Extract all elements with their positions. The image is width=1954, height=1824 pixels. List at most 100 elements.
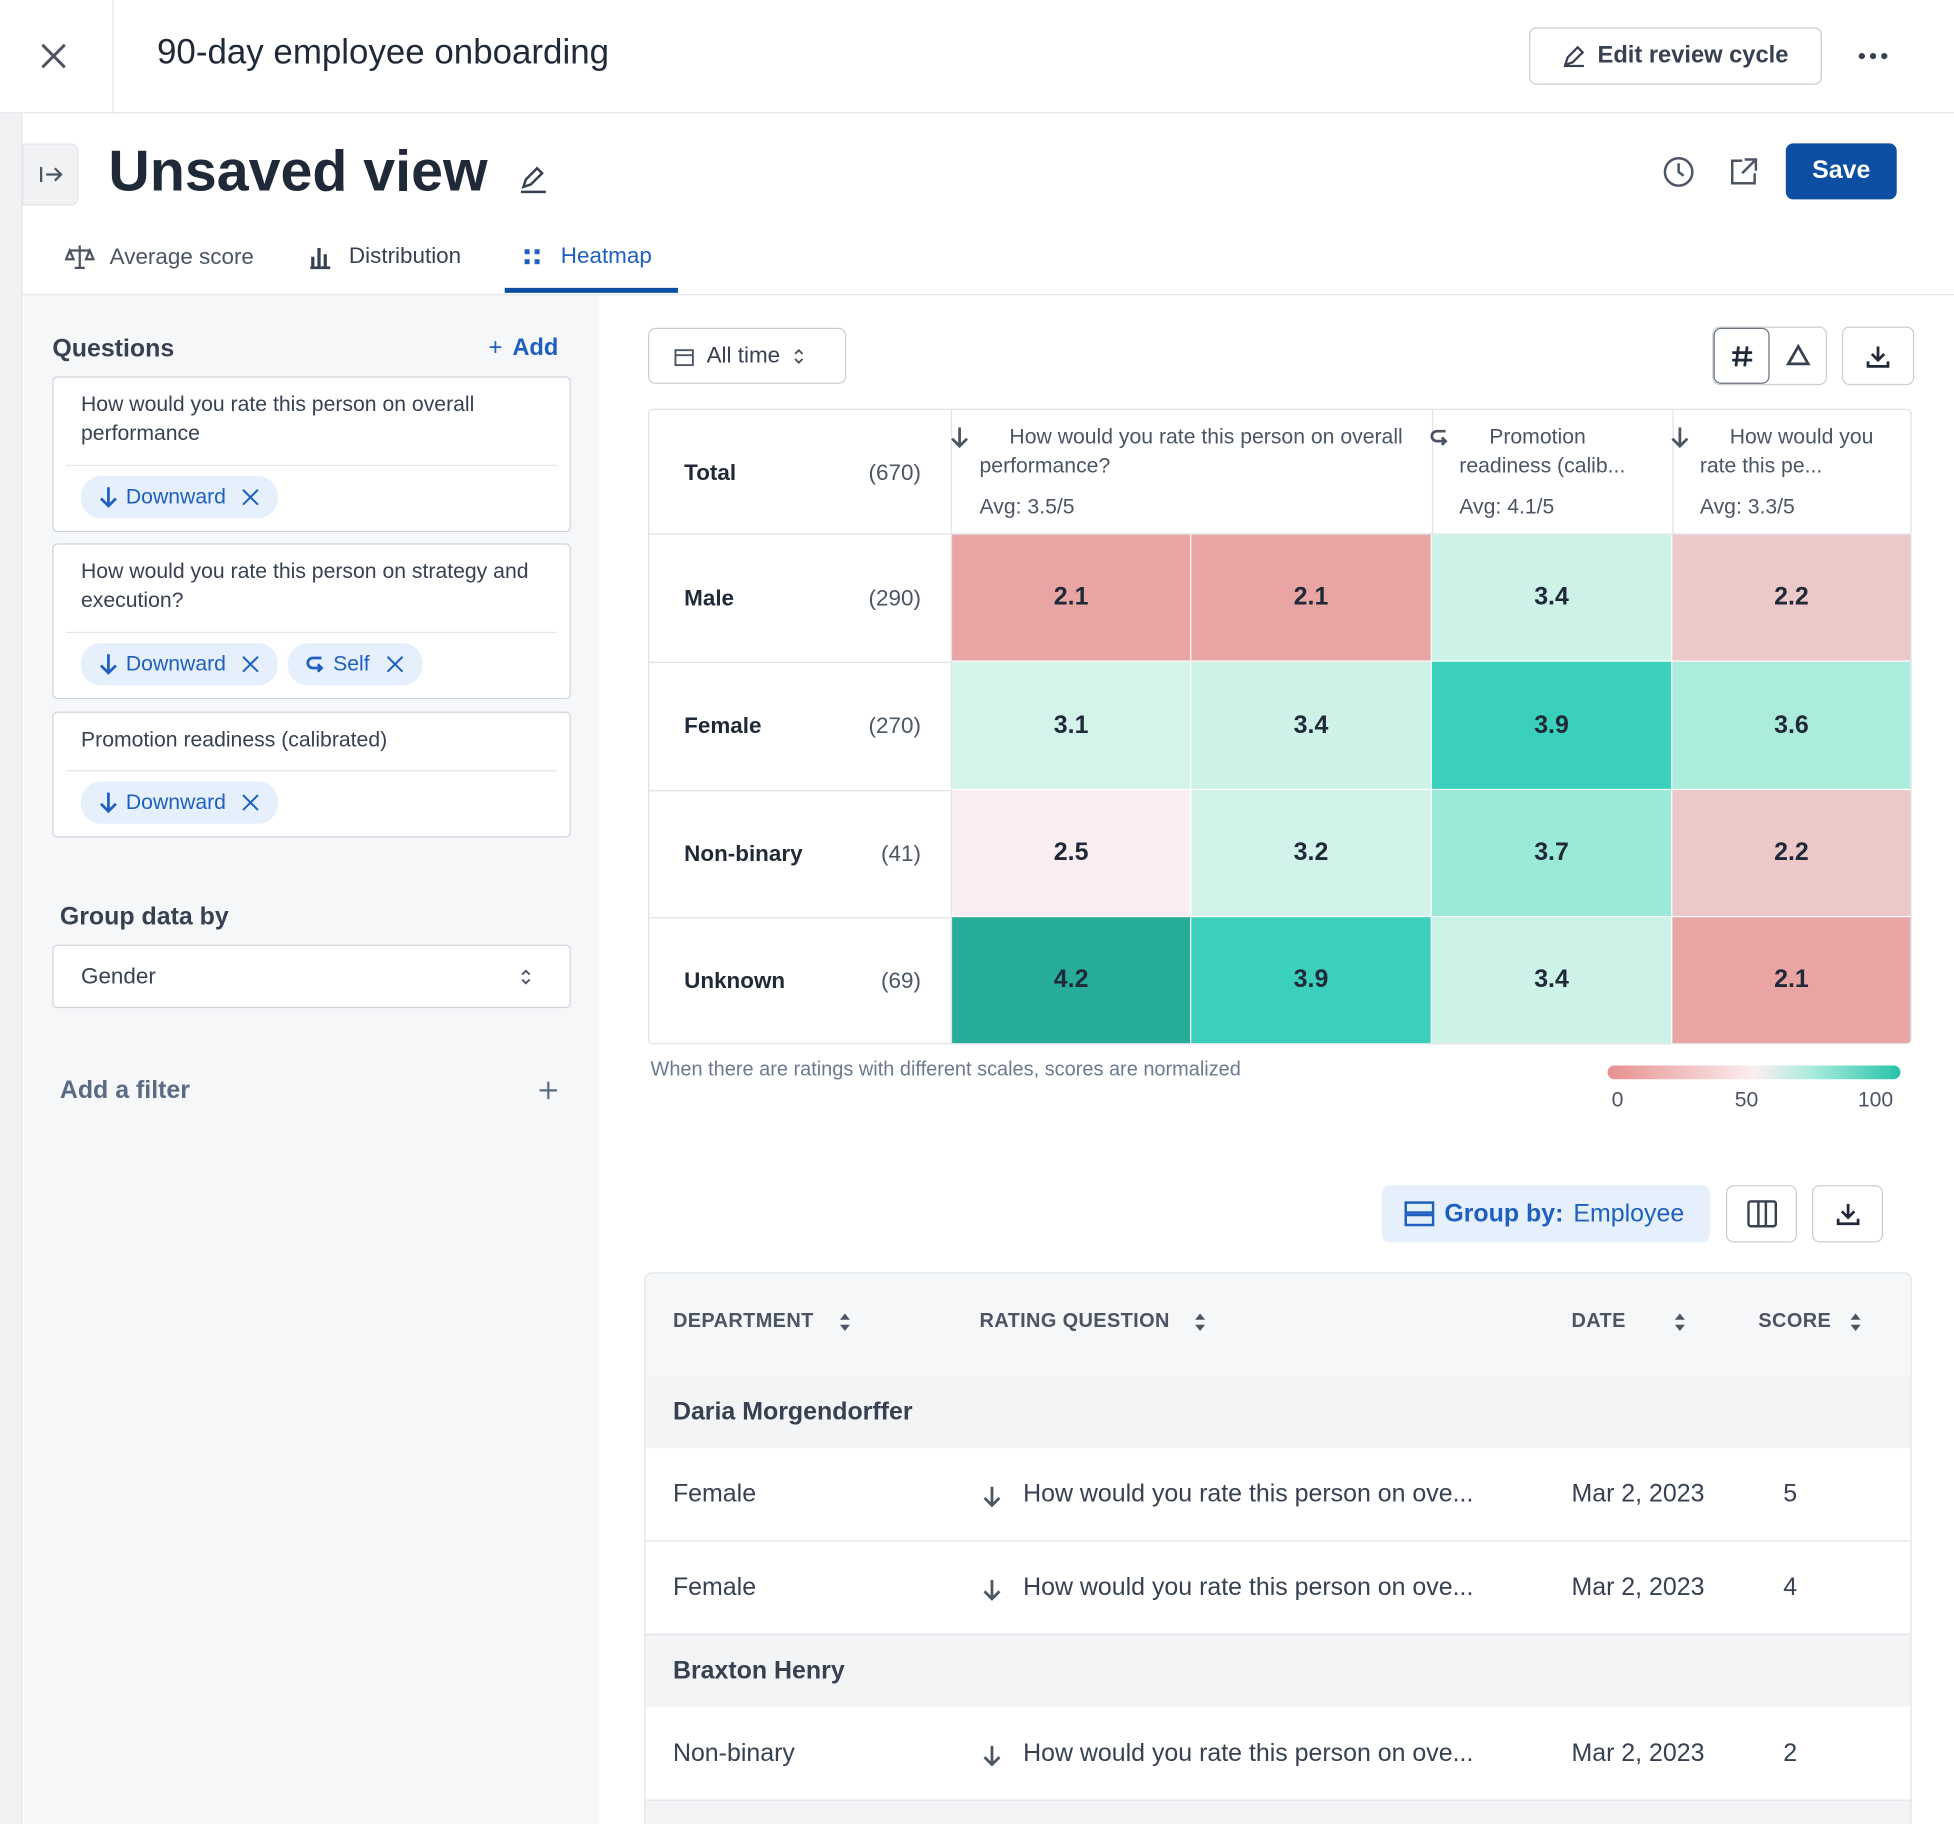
tab-underline xyxy=(504,287,678,293)
add-filter-icon[interactable] xyxy=(538,1080,558,1100)
group-select[interactable]: Gender xyxy=(52,944,571,1009)
calendar-icon xyxy=(674,348,694,366)
tag: Self xyxy=(288,643,422,686)
tab[interactable]: Average score xyxy=(64,243,254,270)
question-icon xyxy=(982,1745,1002,1774)
group-icon xyxy=(1404,1201,1435,1227)
row-count: (290) xyxy=(868,585,921,611)
date-filter[interactable]: All time xyxy=(648,327,847,384)
remove-icon[interactable] xyxy=(241,793,261,813)
sort-icon[interactable] xyxy=(1194,1312,1206,1332)
remove-icon[interactable] xyxy=(241,654,261,674)
close-button[interactable] xyxy=(39,41,69,71)
scale-tick-label: 50 xyxy=(1734,1087,1759,1112)
row-label: Female xyxy=(684,712,762,738)
heat-cell: 3.6 xyxy=(1672,661,1911,791)
add-question[interactable]: + Add xyxy=(489,335,559,362)
heat-cell: 3.1 xyxy=(952,661,1192,791)
view-title: Unsaved view xyxy=(108,138,488,204)
add-filter[interactable]: Add a filter xyxy=(59,1076,190,1105)
download-table[interactable] xyxy=(1811,1185,1884,1243)
table-cell: How would you rate this person on ove... xyxy=(1023,1480,1474,1508)
save-button[interactable]: Save xyxy=(1785,143,1897,200)
heat-cell: 2.2 xyxy=(1672,790,1911,918)
sort-icon[interactable] xyxy=(1849,1312,1861,1332)
sort-button[interactable] xyxy=(1849,1312,1861,1338)
sort-icon[interactable] xyxy=(839,1312,851,1332)
question-icon xyxy=(982,1485,1002,1514)
column-header: How would you rate this person on overal… xyxy=(951,422,1410,479)
column-avg: Avg: 4.1/5 xyxy=(1459,494,1555,519)
row-count: (41) xyxy=(881,840,921,866)
sort-button[interactable] xyxy=(839,1312,851,1338)
heat-cell: 3.7 xyxy=(1431,790,1673,918)
row-count: (270) xyxy=(868,712,921,738)
more-button[interactable] xyxy=(1857,50,1889,62)
row-label: Male xyxy=(684,585,735,611)
rename-icon[interactable] xyxy=(518,164,548,194)
normalize-note: When there are ratings with different sc… xyxy=(650,1059,1241,1081)
tab-icon xyxy=(524,248,540,264)
sort-button[interactable] xyxy=(1674,1312,1686,1338)
tag-remove[interactable] xyxy=(241,487,261,507)
group-value: Gender xyxy=(81,963,156,989)
remove-icon[interactable] xyxy=(241,487,261,507)
color-scale xyxy=(1607,1065,1901,1080)
tag-label: Self xyxy=(333,651,370,676)
number-mode[interactable] xyxy=(1713,327,1770,384)
column-divider xyxy=(1431,409,1434,535)
row-divider xyxy=(649,661,953,663)
column-title: Promotion readiness (calib... xyxy=(1459,424,1626,478)
heat-cell: 3.2 xyxy=(1191,790,1432,918)
tag-remove[interactable] xyxy=(241,654,261,674)
tabs-border xyxy=(22,294,1954,296)
remove-icon[interactable] xyxy=(385,654,405,674)
heat-cell: 3.9 xyxy=(1431,661,1673,791)
question-icon xyxy=(982,1579,1002,1608)
tag-remove[interactable] xyxy=(241,793,261,813)
share-button[interactable] xyxy=(1727,156,1759,188)
heat-cell: 2.1 xyxy=(952,534,1192,662)
question-text: Promotion readiness (calibrated) xyxy=(81,727,388,752)
divider xyxy=(112,0,114,113)
column-header: Promotion readiness (calib... xyxy=(1430,422,1650,479)
display-toggle xyxy=(1712,326,1827,386)
heat-cell: 2.2 xyxy=(1672,534,1911,662)
columns-button[interactable] xyxy=(1725,1185,1798,1243)
download-heatmap[interactable] xyxy=(1841,326,1915,386)
date-filter-label: All time xyxy=(706,342,781,368)
hash-icon xyxy=(1731,345,1752,366)
tag: Downward xyxy=(81,781,279,824)
group-by-button[interactable]: Group by: Employee xyxy=(1382,1185,1710,1243)
delta-mode[interactable] xyxy=(1785,343,1811,366)
sort-button[interactable] xyxy=(1194,1312,1206,1338)
downward-icon xyxy=(983,1486,1001,1508)
tab-active[interactable]: Heatmap xyxy=(523,243,652,269)
question-card: How would you rate this person on strate… xyxy=(52,543,571,700)
column-heading: DEPARTMENT xyxy=(672,1311,814,1333)
row-label: Unknown xyxy=(684,967,786,993)
tab[interactable]: Distribution xyxy=(309,243,461,269)
tag: Downward xyxy=(81,476,279,519)
table-cell: Mar 2, 2023 xyxy=(1571,1573,1705,1602)
select-caret xyxy=(794,348,804,364)
tag-label: Downward xyxy=(125,484,226,509)
edit-cycle-button[interactable]: Edit review cycle xyxy=(1529,27,1822,85)
question-card: How would you rate this person on overal… xyxy=(52,376,571,533)
score-table: DEPARTMENT RATING QUESTION DATE SCORE Daria … xyxy=(644,1272,1912,1824)
downward-icon xyxy=(951,427,969,449)
collapse-button[interactable] xyxy=(22,143,79,206)
tab-label: Distribution xyxy=(348,243,462,268)
plus-icon: + xyxy=(488,335,503,362)
heat-cell: 2.1 xyxy=(1191,534,1432,662)
column-heading: SCORE xyxy=(1758,1311,1832,1333)
sort-icon[interactable] xyxy=(1674,1312,1686,1332)
group-name: Daria Morgendorffer xyxy=(672,1398,913,1426)
table-cell: Female xyxy=(672,1480,757,1508)
history-button[interactable] xyxy=(1661,155,1696,190)
table-cell: 5 xyxy=(1783,1480,1798,1508)
edit-icon xyxy=(1563,45,1585,68)
heatmap: Total (670) How would you rate this person… xyxy=(648,408,1912,1045)
tag-remove[interactable] xyxy=(385,654,405,674)
